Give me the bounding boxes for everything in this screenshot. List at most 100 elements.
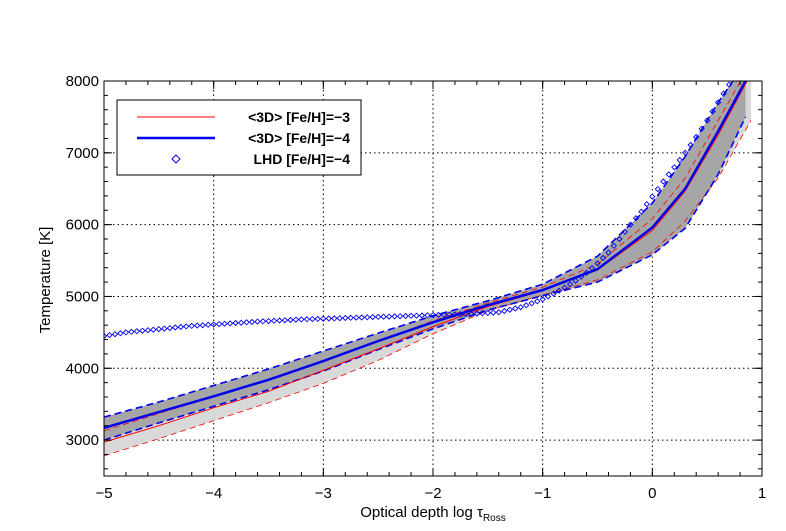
lhd-point (544, 293, 552, 300)
series-line-feh-4 (104, 81, 747, 430)
x-tick-label-0: −5 (95, 485, 112, 502)
lhd-point (649, 193, 656, 200)
lhd-point (495, 309, 502, 316)
lhd-point (446, 311, 453, 318)
x-tick-label-1: −4 (205, 485, 222, 502)
lhd-point (599, 254, 607, 262)
y-tick-label-0: 3000 (66, 432, 99, 449)
lhd-point (654, 185, 661, 193)
lhd-point (194, 322, 201, 329)
lhd-point (226, 320, 234, 327)
lhd-point (104, 332, 108, 340)
lhd-point (150, 326, 157, 333)
lhd-point (457, 311, 464, 318)
lhd-point (144, 327, 152, 334)
lhd-point (435, 311, 442, 319)
x-tick-label-6: 1 (758, 485, 766, 502)
lhd-point (588, 264, 596, 272)
band-feh-4 (104, 81, 746, 441)
band-edge-lower-feh-4 (104, 116, 747, 441)
lhd-point (232, 319, 239, 327)
lhd-point (583, 269, 590, 276)
lhd-point (709, 108, 716, 115)
lhd-point (172, 324, 179, 331)
lhd-point (484, 309, 491, 317)
series-lines (104, 81, 752, 457)
lhd-point (407, 312, 415, 319)
lhd-point (281, 317, 289, 324)
lhd-point (188, 322, 195, 330)
lhd-point (298, 316, 305, 323)
axis-ticks: −5 −4 −3 −2 −1 0 1 3000 4000 5000 6000 7000 8000 (66, 73, 767, 502)
lhd-point (139, 327, 146, 334)
lhd-point (671, 164, 678, 171)
x-tick-label-2: −3 (315, 485, 332, 502)
lhd-point (122, 329, 130, 336)
lhd-point (490, 309, 497, 316)
lhd-point (693, 133, 700, 141)
lhd-point (462, 310, 470, 318)
lhd-point (199, 322, 206, 329)
lhd-point (468, 310, 475, 318)
lhd-point (424, 312, 431, 319)
lhd-point (550, 290, 557, 297)
lhd-point (210, 321, 217, 328)
y-tick-label-5: 8000 (66, 73, 99, 90)
lhd-point (473, 310, 481, 317)
lhd-point (205, 321, 212, 328)
band-edge-lower-feh-3 (104, 120, 752, 457)
lhd-point (254, 318, 261, 325)
lhd-point (276, 317, 283, 324)
lhd-point (353, 314, 360, 321)
legend-label-1: <3D> [Fe/H]=−4 (248, 130, 350, 146)
legend: <3D> [Fe/H]=−3 <3D> [Fe/H]=−4 LHD [Fe/H]… (116, 99, 362, 176)
lhd-point (714, 99, 722, 106)
legend-label-2: LHD [Fe/H]=−4 (254, 151, 351, 167)
x-axis-label-subscript: Ross (483, 513, 506, 524)
lhd-point (572, 277, 579, 284)
y-axis-label: Temperature [K] (37, 227, 54, 334)
lhd-point (265, 317, 272, 325)
lhd-point (577, 273, 585, 280)
lhd-point (336, 315, 343, 322)
lhd-point (309, 315, 316, 323)
lhd-point (117, 330, 124, 337)
y-tick-label-1: 4000 (66, 360, 99, 377)
lhd-point (364, 314, 371, 321)
lhd-point (391, 313, 398, 320)
lhd-point (402, 312, 409, 320)
lhd-point (528, 300, 535, 307)
lhd-point (215, 320, 223, 328)
lhd-point (303, 316, 311, 323)
lhd-point (523, 302, 530, 309)
lhd-point (660, 178, 667, 185)
lhd-point (627, 221, 634, 228)
legend-swatch-2 (171, 154, 181, 164)
lhd-point (331, 315, 338, 322)
lhd-point (479, 310, 486, 317)
lhd-point (287, 316, 294, 324)
lhd-point (385, 313, 393, 320)
lhd-point (720, 90, 727, 97)
lhd-point (621, 228, 629, 235)
lhd-point (243, 319, 250, 326)
lhd-point (512, 305, 519, 312)
lhd-point (506, 306, 513, 313)
lhd-point (347, 314, 354, 321)
lhd-point (539, 296, 546, 303)
lhd-point (111, 331, 119, 338)
lhd-point (418, 312, 426, 319)
lhd-point (638, 208, 645, 215)
lhd-point (166, 324, 173, 332)
lhd-point (270, 317, 278, 324)
x-axis-title: Optical depth log τRoss (360, 504, 505, 524)
lhd-point (682, 149, 689, 156)
lhd-point (292, 316, 300, 323)
lhd-point (380, 313, 387, 320)
lhd-point (534, 298, 541, 305)
lhd-point (396, 313, 404, 320)
lhd-point (369, 313, 376, 321)
lhd-point (501, 307, 508, 315)
lhd-point (665, 171, 672, 178)
svg-text:Optical depth log τRoss: Optical depth log τRoss (360, 504, 505, 524)
